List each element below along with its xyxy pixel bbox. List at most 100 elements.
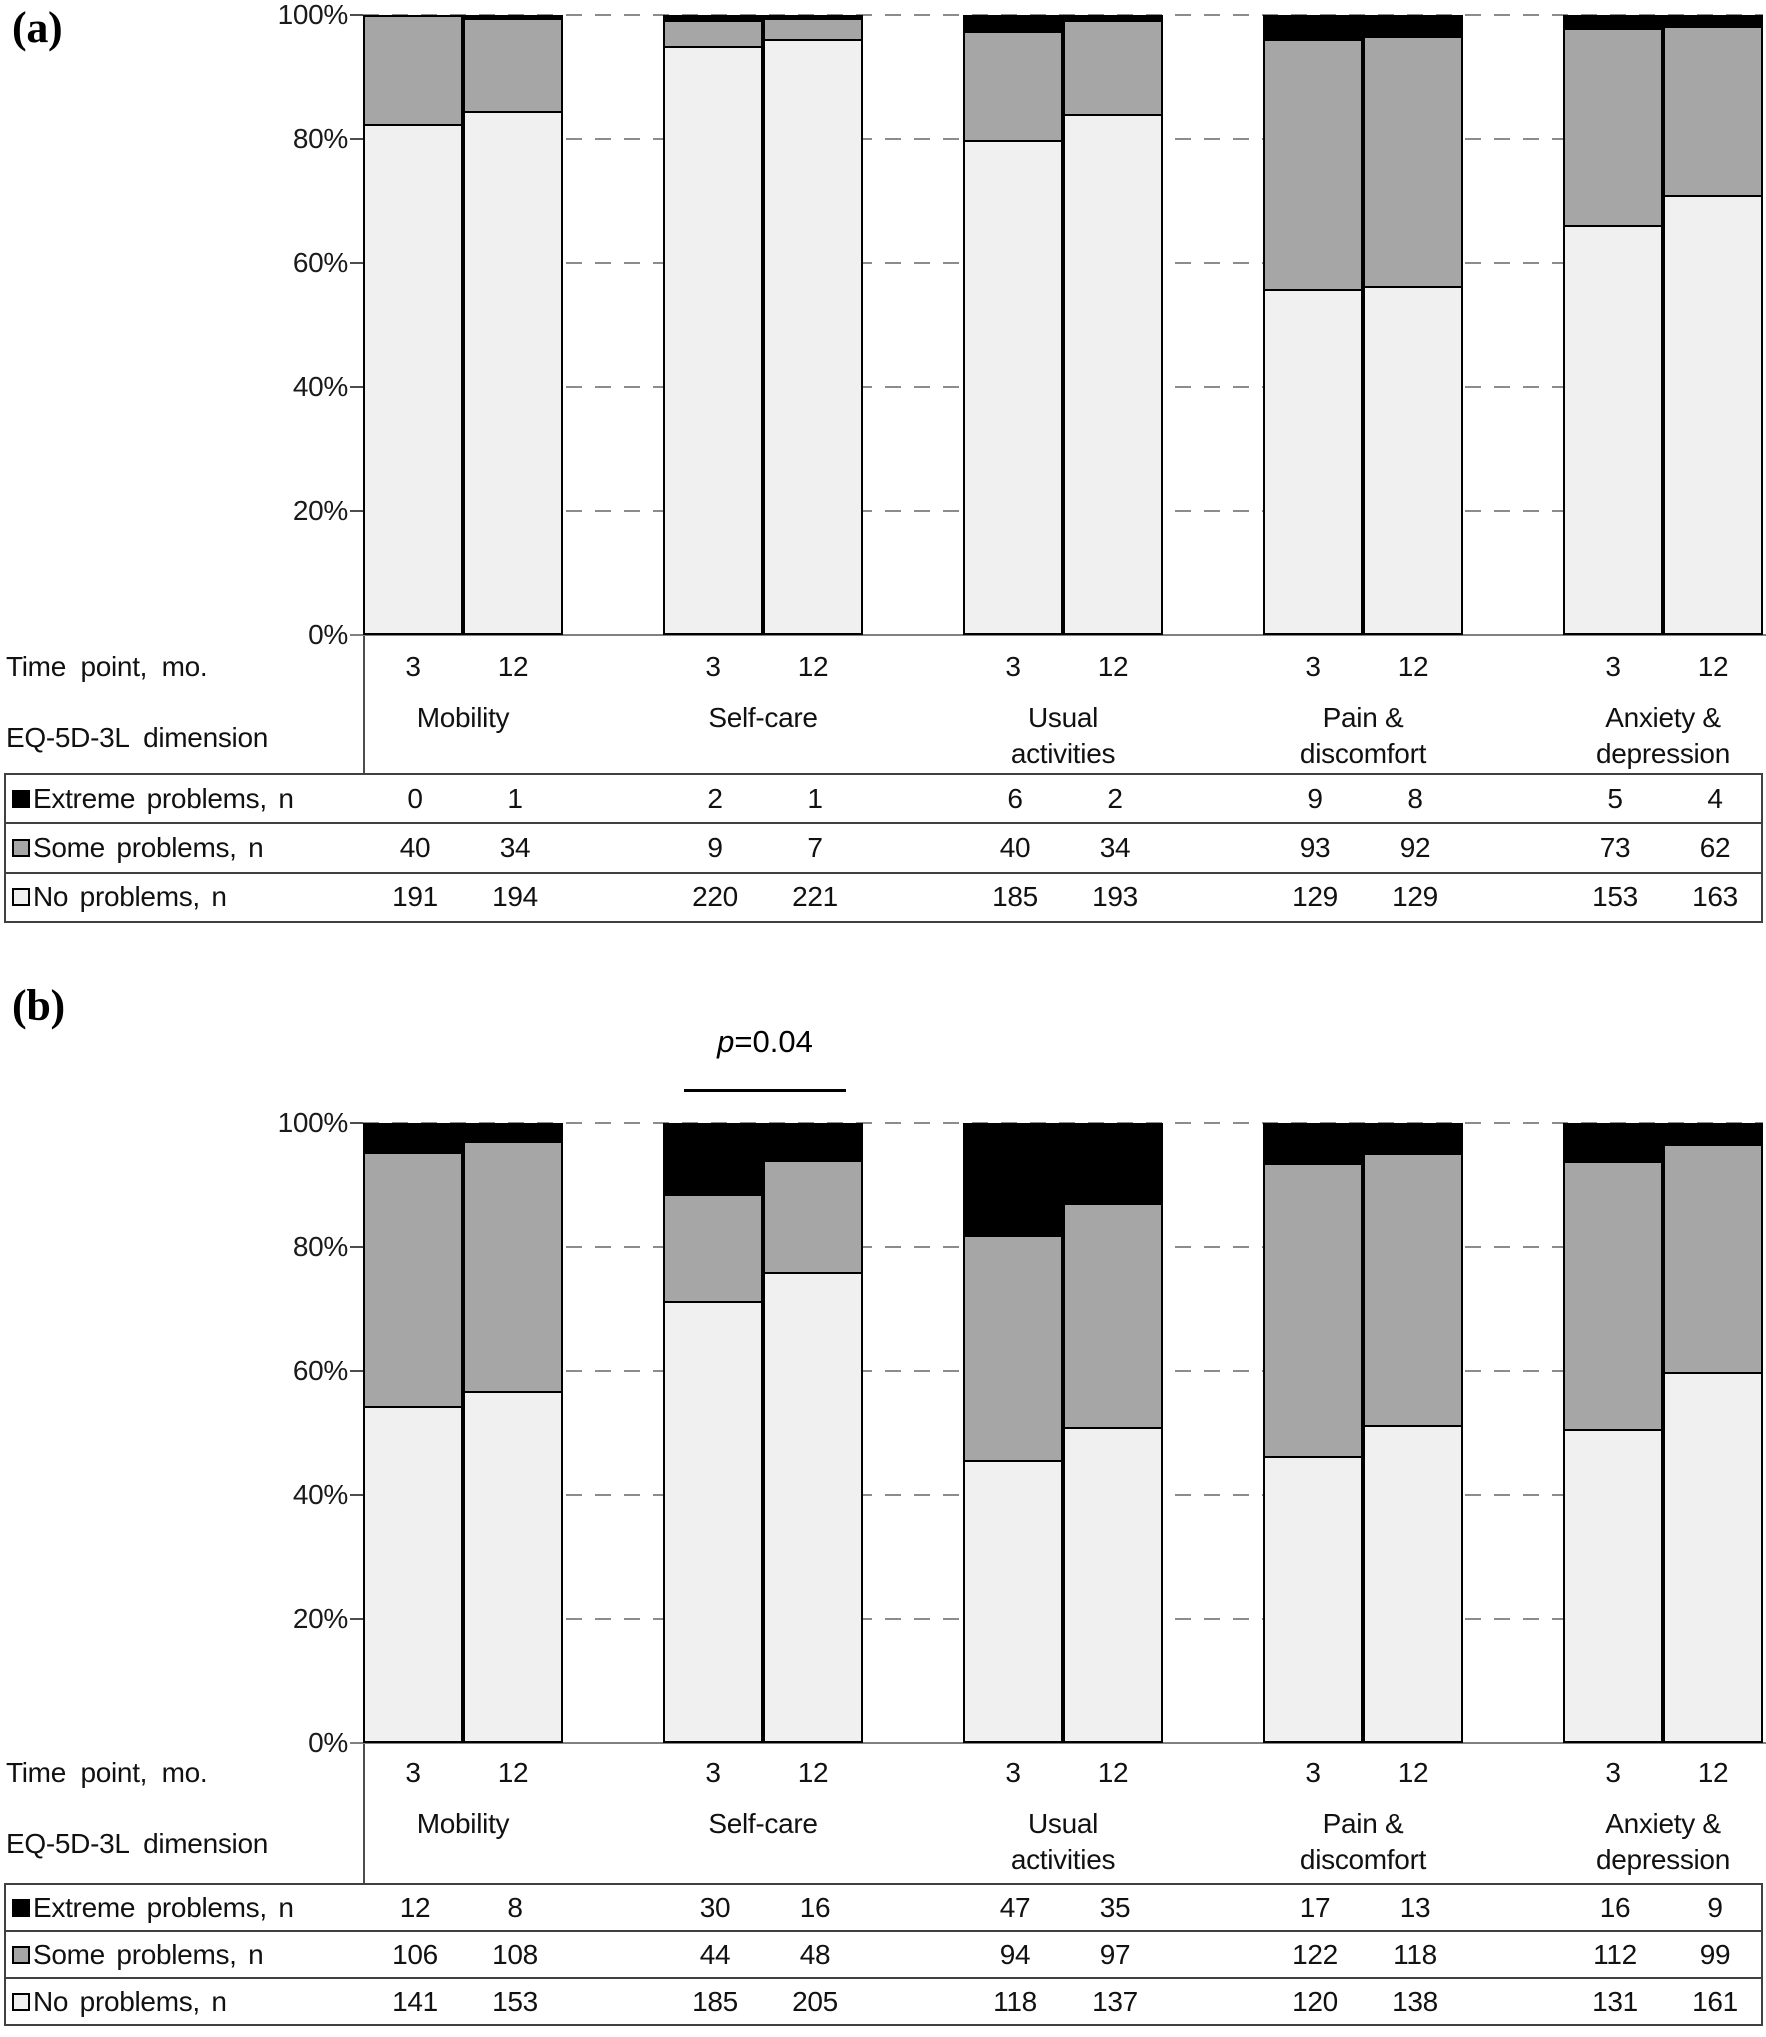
y-tick-label: 20% xyxy=(292,1603,348,1634)
y-tick-label: 80% xyxy=(292,1231,348,1262)
segment-no-problems xyxy=(1665,194,1761,633)
bar-self-care-3mo xyxy=(663,15,763,635)
bar-self-care-12mo xyxy=(763,1123,863,1743)
value-cell: 7 xyxy=(807,831,823,863)
segment-extreme-problems xyxy=(965,1125,1061,1237)
segment-extreme-problems xyxy=(465,1125,561,1144)
time-point-cell: 12 xyxy=(1397,651,1429,682)
segment-no-problems xyxy=(765,1271,861,1741)
segment-no-problems xyxy=(1565,224,1661,633)
time-point-cell: 3 xyxy=(1005,1757,1021,1788)
time-point-cell: 3 xyxy=(405,1757,421,1788)
value-cell: 191 xyxy=(392,881,438,913)
segment-some-problems xyxy=(1365,1154,1461,1425)
segment-extreme-problems xyxy=(365,1125,461,1154)
value-cell: 34 xyxy=(499,831,531,863)
row-label-text: No problems, n xyxy=(33,1985,227,2017)
value-cell: 2 xyxy=(1107,782,1123,814)
segment-no-problems xyxy=(765,38,861,633)
value-cell: 220 xyxy=(692,881,738,913)
row-label-text: Extreme problems, n xyxy=(33,782,294,814)
value-cell: 137 xyxy=(1092,1985,1138,2017)
value-cell: 47 xyxy=(999,1891,1031,1923)
segment-extreme-problems xyxy=(1065,1125,1161,1206)
value-cell: 5 xyxy=(1607,782,1623,814)
value-cells: 141 153 185 205 118 137 120 138 131 161 xyxy=(365,1979,1765,2024)
segment-some-problems xyxy=(365,17,461,124)
segment-no-problems xyxy=(665,1300,761,1741)
y-tick-label: 0% xyxy=(308,619,348,650)
dimension-label-pain-discomfort: Pain & discomfort xyxy=(1299,702,1427,769)
row-label-text: Some problems, n xyxy=(33,831,264,863)
p-value: =0.04 xyxy=(734,1024,813,1059)
time-point-cell: 12 xyxy=(497,1757,529,1788)
segment-some-problems xyxy=(665,1196,761,1301)
bar-anxiety-depression-3mo xyxy=(1563,15,1663,635)
value-cell: 92 xyxy=(1399,831,1431,863)
row-label: Some problems, n xyxy=(12,824,364,871)
time-point-cell: 3 xyxy=(705,651,721,682)
segment-some-problems xyxy=(1265,41,1361,290)
table-row-none: No problems, n 191 194 220 221 185 193 129 129 1… xyxy=(6,871,1761,921)
dimension-label-usual-activities: Usual activities xyxy=(1010,1808,1116,1875)
some-problems-swatch-icon xyxy=(12,1945,30,1964)
bar-self-care-3mo xyxy=(663,1123,763,1743)
bar-anxiety-depression-12mo xyxy=(1663,15,1763,635)
segment-extreme-problems xyxy=(1065,17,1161,23)
dimension-row-b: EQ-5D-3L dimension Mobility Self-care Usua… xyxy=(0,1806,1766,1882)
bar-anxiety-depression-3mo xyxy=(1563,1123,1663,1743)
value-cell: 62 xyxy=(1699,831,1731,863)
time-point-cell: 3 xyxy=(705,1757,721,1788)
segment-some-problems xyxy=(965,33,1061,140)
segment-extreme-problems xyxy=(665,1125,761,1197)
row-label-text: No problems, n xyxy=(33,881,227,913)
segment-no-problems xyxy=(1365,285,1461,633)
value-cell: 118 xyxy=(1393,1938,1437,1970)
segment-no-problems xyxy=(965,1460,1061,1741)
time-point-cell: 12 xyxy=(1697,1757,1729,1788)
dimension-label-usual-activities: Usual activities xyxy=(1010,702,1116,769)
x-axis-line-b xyxy=(350,1742,1766,1744)
segment-no-problems xyxy=(365,123,461,633)
value-cell: 17 xyxy=(1299,1891,1331,1923)
y-tick-mark xyxy=(350,1122,363,1124)
value-cell: 161 xyxy=(1692,1985,1738,2017)
segment-some-problems xyxy=(1265,1165,1361,1456)
row-label: No problems, n xyxy=(12,874,364,921)
time-point-cell: 3 xyxy=(1605,1757,1621,1788)
value-cell: 141 xyxy=(392,1985,438,2017)
segment-extreme-problems xyxy=(665,17,761,23)
time-point-cell: 3 xyxy=(1005,651,1021,682)
value-cell: 99 xyxy=(1699,1938,1731,1970)
stacked-bar-chart-a xyxy=(363,14,1763,635)
value-cell: 153 xyxy=(492,1985,538,2017)
value-cell: 97 xyxy=(1099,1938,1131,1970)
segment-some-problems xyxy=(765,1161,861,1272)
stacked-bar-chart-b xyxy=(363,1122,1763,1743)
time-point-cell: 12 xyxy=(1397,1757,1429,1788)
segment-no-problems xyxy=(365,1405,461,1741)
segment-extreme-problems xyxy=(1265,1125,1361,1166)
value-cell: 44 xyxy=(699,1938,731,1970)
segment-no-problems xyxy=(1265,1455,1361,1741)
value-cell: 48 xyxy=(799,1938,831,1970)
value-cell: 8 xyxy=(1407,782,1423,814)
bar-usual-activities-12mo xyxy=(1063,15,1163,635)
bar-mobility-3mo xyxy=(363,1123,463,1743)
row-label-text: Extreme problems, n xyxy=(33,1891,294,1923)
value-cell: 122 xyxy=(1292,1938,1338,1970)
dimension-header: EQ-5D-3L dimension xyxy=(6,1828,269,1859)
time-point-cell: 3 xyxy=(1605,651,1621,682)
time-point-cells: 3 12 3 12 3 12 3 12 3 12 xyxy=(363,1750,1763,1796)
segment-some-problems xyxy=(1065,22,1161,114)
bar-mobility-12mo xyxy=(463,1123,563,1743)
value-cell: 193 xyxy=(1092,881,1138,913)
value-cell: 1 xyxy=(807,782,823,814)
value-cell: 108 xyxy=(492,1938,538,1970)
time-point-row-a: Time point, mo. 3 12 3 12 3 12 3 12 3 12 xyxy=(0,644,1766,690)
segment-no-problems xyxy=(1565,1429,1661,1741)
segment-extreme-problems xyxy=(1565,1125,1661,1164)
segment-no-problems xyxy=(465,111,561,633)
value-cell: 40 xyxy=(399,831,431,863)
segment-some-problems xyxy=(1365,38,1461,286)
